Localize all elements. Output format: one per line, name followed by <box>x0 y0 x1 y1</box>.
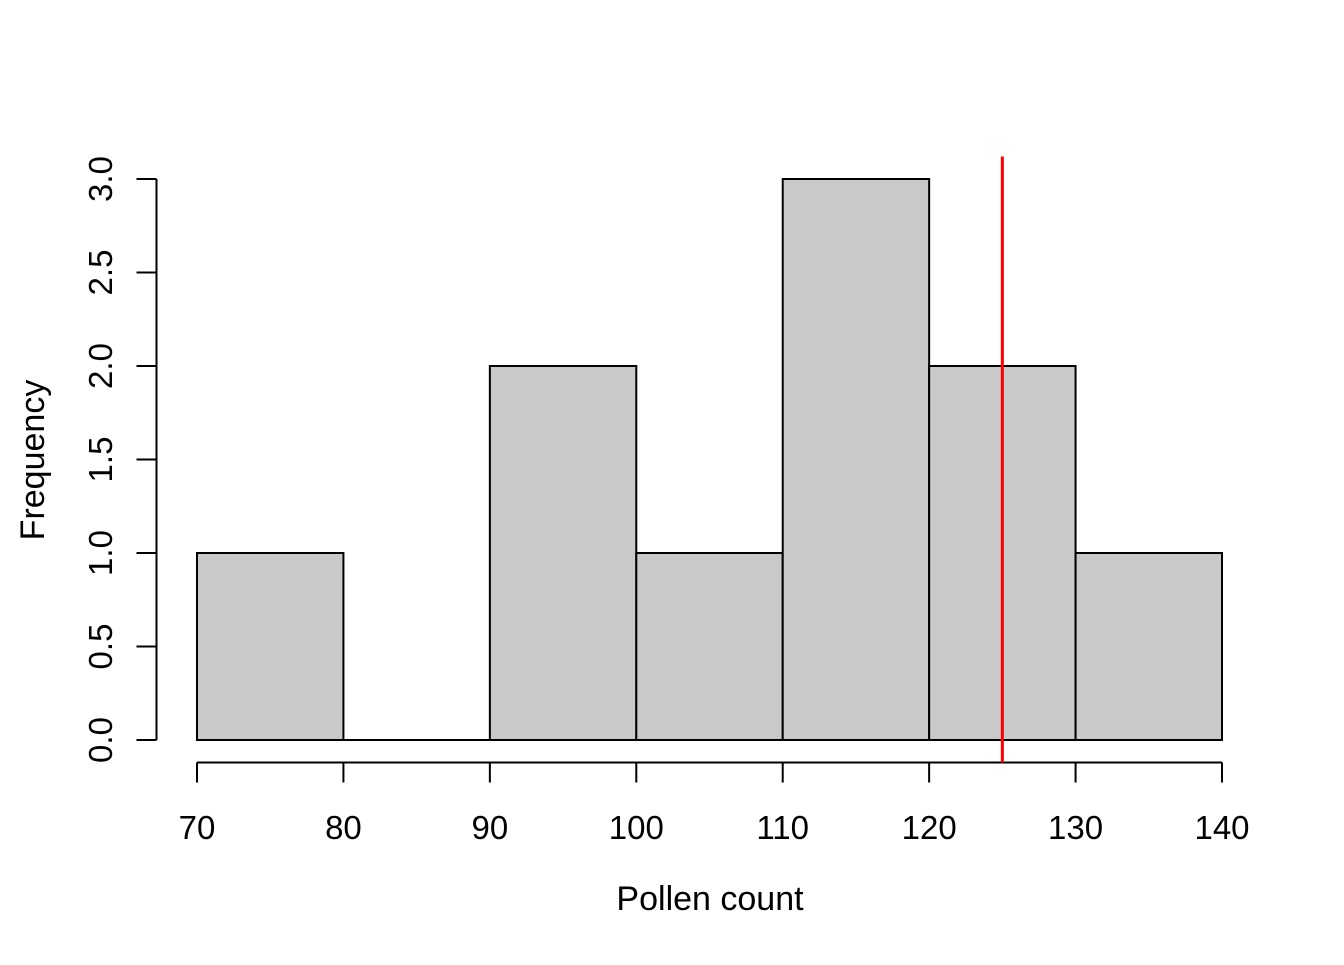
histogram-bar <box>635 552 784 741</box>
x-tick-label: 90 <box>471 809 508 846</box>
x-tick-label: 70 <box>179 809 216 846</box>
axes-layer: 70 80 90 100 110 120 130 140 0.0 0.5 1.0 1.5 2.0 2.5 3… <box>82 156 1250 846</box>
x-tick-label: 140 <box>1194 809 1249 846</box>
y-tick-label: 1.5 <box>82 437 119 483</box>
y-tick-label: 0.5 <box>82 624 119 670</box>
x-axis-title: Pollen count <box>616 880 804 918</box>
y-axis-title: Frequency <box>14 380 52 541</box>
y-tick-label: 2.0 <box>82 343 119 389</box>
histogram-bar <box>488 365 638 741</box>
bars-layer <box>196 178 1223 741</box>
histogram-bar <box>781 178 931 741</box>
x-tick-label: 110 <box>756 809 809 846</box>
x-tick-label: 80 <box>325 809 362 846</box>
y-tick-label: 1.0 <box>82 530 119 576</box>
histogram-bar <box>196 552 345 741</box>
y-tick-label: 2.5 <box>82 250 119 296</box>
y-tick-label: 3.0 <box>82 156 119 202</box>
histogram-bar <box>1074 552 1223 741</box>
y-tick-label: 0.0 <box>82 717 119 763</box>
x-tick-label: 120 <box>902 809 957 846</box>
x-tick-label: 100 <box>609 809 664 846</box>
x-tick-label: 130 <box>1048 809 1103 846</box>
